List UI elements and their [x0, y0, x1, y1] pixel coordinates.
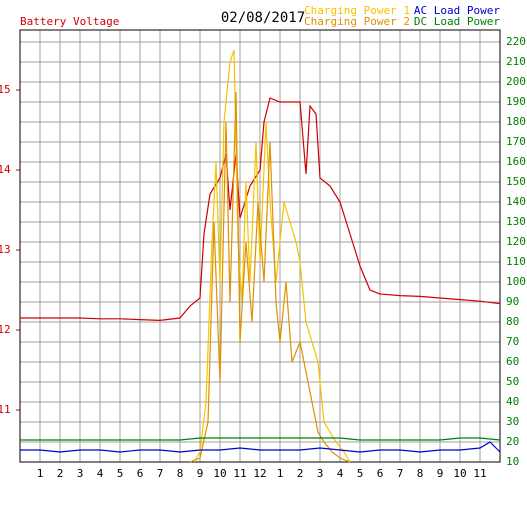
- chart-title: 02/08/2017: [221, 10, 305, 26]
- y2-tick-label: 120: [506, 235, 526, 248]
- y2-tick-label: 160: [506, 155, 526, 168]
- x-tick-label: 3: [77, 467, 84, 480]
- y2-tick-label: 70: [506, 335, 519, 348]
- y-tick-label: 13: [0, 243, 11, 256]
- x-tick-label: 9: [437, 467, 444, 480]
- y2-tick-label: 140: [506, 195, 526, 208]
- y2-tick-label: 60: [506, 355, 519, 368]
- legend-entry: Charging Power 1: [304, 4, 410, 17]
- x-tick-label: 1: [277, 467, 284, 480]
- y-tick-label: 15: [0, 83, 11, 96]
- x-tick-label: 11: [473, 467, 486, 480]
- y2-tick-label: 30: [506, 415, 519, 428]
- y2-tick-label: 150: [506, 175, 526, 188]
- x-tick-label: 12: [253, 467, 266, 480]
- y2-tick-label: 200: [506, 75, 526, 88]
- series-line: [189, 91, 351, 463]
- x-tick-label: 4: [97, 467, 104, 480]
- y-tick-label: 14: [0, 163, 11, 176]
- y2-tick-label: 90: [506, 295, 519, 308]
- y2-tick-label: 110: [506, 255, 526, 268]
- x-tick-label: 10: [213, 467, 226, 480]
- x-tick-label: 7: [397, 467, 404, 480]
- y2-tick-label: 130: [506, 215, 526, 228]
- y2-tick-label: 210: [506, 55, 526, 68]
- y2-tick-label: 170: [506, 135, 526, 148]
- y-tick-label: 11: [0, 403, 11, 416]
- x-tick-label: 4: [337, 467, 344, 480]
- series-line: [193, 49, 351, 463]
- legend-entry: DC Load Power: [414, 15, 500, 28]
- series-line: [20, 437, 501, 441]
- y2-tick-label: 10: [506, 455, 519, 468]
- legend-entry: AC Load Power: [414, 4, 500, 17]
- x-tick-label: 6: [377, 467, 384, 480]
- x-tick-label: 11: [233, 467, 246, 480]
- x-tick-label: 1: [37, 467, 44, 480]
- plot-frame: [19, 29, 501, 463]
- y2-tick-label: 20: [506, 435, 519, 448]
- y2-tick-label: 40: [506, 395, 519, 408]
- x-tick-label: 5: [117, 467, 124, 480]
- legend-entry: Battery Voltage: [20, 15, 119, 28]
- x-tick-label: 2: [57, 467, 64, 480]
- x-tick-label: 5: [357, 467, 364, 480]
- y2-tick-label: 80: [506, 315, 519, 328]
- y2-tick-label: 190: [506, 95, 526, 108]
- y2-tick-label: 100: [506, 275, 526, 288]
- y-tick-label: 12: [0, 323, 11, 336]
- y2-tick-label: 50: [506, 375, 519, 388]
- y2-tick-label: 220: [506, 35, 526, 48]
- x-tick-label: 6: [137, 467, 144, 480]
- x-tick-label: 7: [157, 467, 164, 480]
- series-line: [20, 441, 501, 453]
- x-tick-label: 3: [317, 467, 324, 480]
- x-tick-label: 9: [197, 467, 204, 480]
- x-tick-label: 8: [177, 467, 184, 480]
- x-tick-label: 8: [417, 467, 424, 480]
- series-line: [20, 97, 501, 322]
- legend-entry: Charging Power 2: [304, 15, 410, 28]
- x-tick-label: 10: [453, 467, 466, 480]
- y2-tick-label: 180: [506, 115, 526, 128]
- x-tick-label: 2: [297, 467, 304, 480]
